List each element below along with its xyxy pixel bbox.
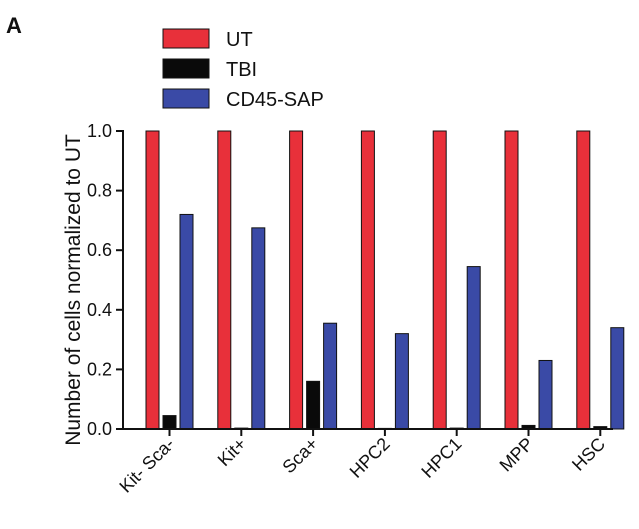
bar-cd45-sap-hpc1 [466, 266, 481, 430]
bar-cd45-sap-hpc2 [394, 333, 409, 430]
x-tick-label: Kit+ [214, 434, 250, 470]
bar-ut-kit [217, 130, 232, 430]
y-tick-label: 0.0 [87, 419, 112, 439]
bar-cd45-sap-hsc [610, 327, 625, 430]
y-tick-label: 0.8 [87, 181, 112, 201]
panel-label: A [6, 13, 22, 38]
legend-label-tbi: TBI [226, 59, 257, 81]
x-tick-label: Kit- Sca- [115, 434, 178, 497]
bar-cd45-sap-kit-sca [179, 213, 194, 430]
y-tick-label: 0.4 [87, 300, 112, 320]
legend-swatch-tbi [162, 58, 210, 79]
bar-cd45-sap-kit [251, 227, 266, 430]
legend: UT TBI CD45-SAP [162, 28, 324, 111]
bar-ut-mpp [504, 130, 519, 430]
y-tick-label: 0.6 [87, 240, 112, 260]
x-tick-label: Sca+ [278, 434, 322, 478]
x-tick-label: MPP [496, 434, 538, 476]
legend-label-ut: UT [226, 29, 253, 51]
bar-tbi-kit-sca [162, 415, 177, 430]
bar-cd45-sap-sca [323, 322, 338, 430]
bar-ut-hsc [576, 130, 591, 430]
y-tick-label: 0.2 [87, 359, 112, 379]
x-axis: Kit- Sca- Kit+ Sca+ HPC2 HPC1 MPP HSC [115, 428, 613, 497]
bar-tbi-sca [306, 380, 321, 430]
bar-ut-kit-sca [145, 130, 160, 430]
y-axis-label: Number of cells normalized to UT [62, 134, 85, 446]
legend-swatch-cd45-sap [162, 88, 210, 109]
legend-label-cd45-sap: CD45-SAP [226, 89, 324, 111]
legend-swatch-ut [162, 28, 210, 49]
y-tick-label: 1.0 [87, 121, 112, 141]
y-axis: 0.0 0.2 0.4 0.6 0.8 1.0 [87, 121, 124, 439]
bars [145, 130, 625, 430]
bar-ut-hpc2 [360, 130, 375, 430]
x-tick-label: HPC2 [346, 434, 394, 482]
x-tick-label: HSC [568, 434, 609, 475]
bar-ut-hpc1 [432, 130, 447, 430]
x-tick-label: HPC1 [417, 434, 465, 482]
bar-ut-sca [289, 130, 304, 430]
bar-cd45-sap-mpp [538, 359, 553, 430]
